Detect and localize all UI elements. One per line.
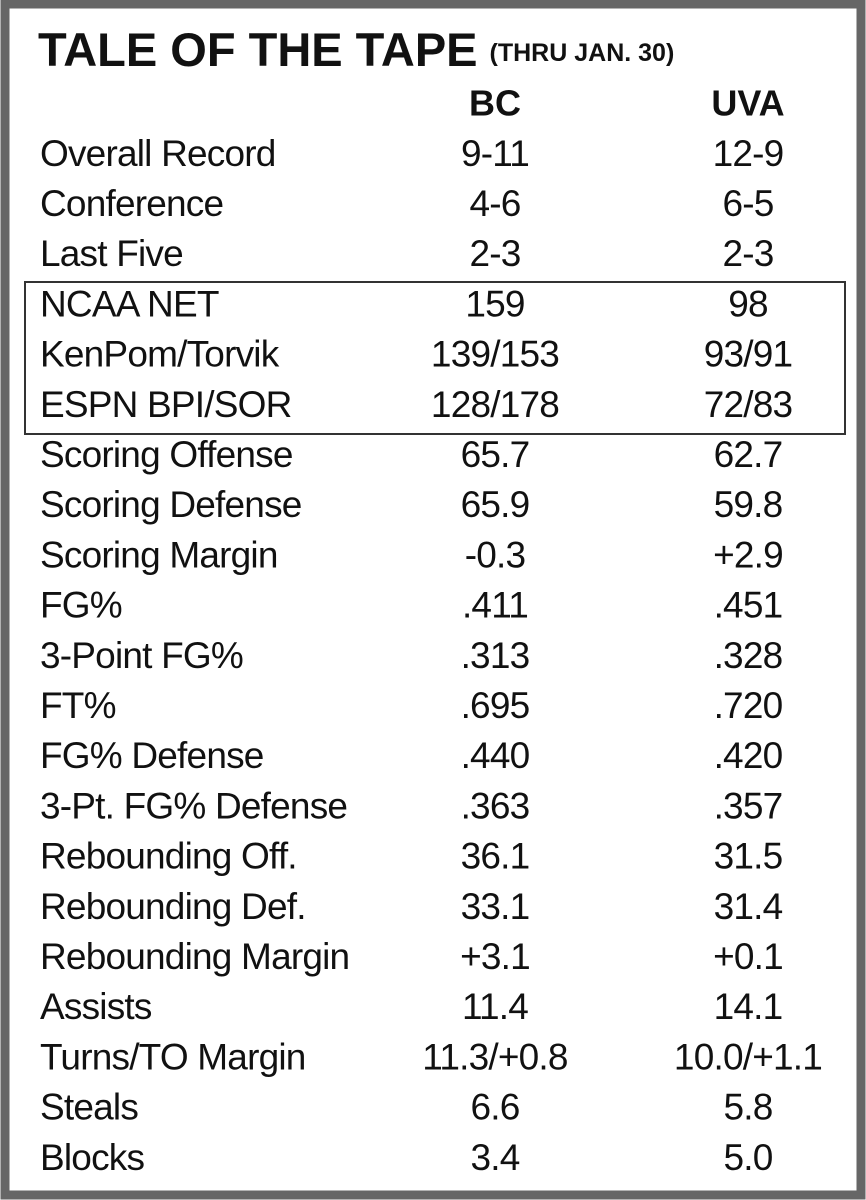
- stat-value: .451: [714, 585, 783, 626]
- row-label: Rebounding Def.: [40, 886, 306, 927]
- stat-value: 65.7: [461, 434, 530, 475]
- stat-value: .313: [461, 635, 530, 676]
- stat-value: 31.5: [714, 836, 783, 877]
- row-label: FT%: [40, 685, 116, 726]
- stat-value: 33.1: [461, 886, 530, 927]
- stat-value: 72/83: [704, 384, 793, 425]
- stat-value: .420: [714, 735, 783, 776]
- stat-value: 5.8: [723, 1087, 772, 1128]
- stat-value: 65.9: [461, 484, 530, 525]
- stat-value: +0.1: [713, 936, 783, 977]
- stat-value: 14.1: [714, 986, 783, 1027]
- row-label: NCAA NET: [40, 283, 219, 324]
- title: TALE OF THE TAPE: [38, 23, 478, 76]
- stat-value: .440: [461, 735, 530, 776]
- stat-value: 128/178: [431, 384, 559, 425]
- stat-value: 2-3: [469, 233, 520, 274]
- stat-value: +2.9: [713, 534, 783, 575]
- stat-value: 6-5: [722, 183, 773, 224]
- row-label: KenPom/Torvik: [40, 334, 280, 375]
- row-label: FG% Defense: [40, 735, 264, 776]
- row-label: 3-Point FG%: [40, 635, 243, 676]
- row-label: Last Five: [40, 233, 183, 274]
- row-label: Blocks: [40, 1137, 144, 1178]
- stat-value: 5.0: [723, 1137, 772, 1178]
- stat-value: 93/91: [704, 334, 793, 375]
- stat-value: 11.4: [462, 986, 528, 1027]
- stat-value: 36.1: [461, 836, 530, 877]
- row-label: Rebounding Margin: [40, 936, 349, 977]
- stat-value: 4-6: [469, 183, 520, 224]
- stat-value: 98: [728, 283, 768, 324]
- row-label: FG%: [40, 585, 122, 626]
- stat-value: 9-11: [461, 133, 529, 174]
- row-label: Conference: [40, 183, 223, 224]
- stat-value: +3.1: [460, 936, 530, 977]
- stat-value: 62.7: [714, 434, 783, 475]
- stat-value: 6.6: [470, 1087, 519, 1128]
- stat-value: 59.8: [714, 484, 783, 525]
- row-label: ESPN BPI/SOR: [40, 384, 292, 425]
- stat-value: .411: [462, 585, 528, 626]
- row-label: Overall Record: [40, 133, 276, 174]
- stat-value: 3.4: [470, 1137, 519, 1178]
- row-label: 3-Pt. FG% Defense: [40, 785, 347, 826]
- stat-value: -0.3: [465, 534, 526, 575]
- row-label: Steals: [40, 1087, 138, 1128]
- stat-value: 159: [465, 283, 524, 324]
- row-label: Assists: [40, 986, 152, 1027]
- stat-value: .357: [714, 785, 783, 826]
- stat-value: .720: [714, 685, 783, 726]
- rankings-box: [24, 281, 846, 435]
- title-line: TALE OF THE TAPE (THRU JAN. 30): [38, 23, 674, 76]
- row-label: Scoring Offense: [40, 434, 293, 475]
- row-label: Scoring Margin: [40, 534, 278, 575]
- stat-value: 139/153: [431, 334, 559, 375]
- stat-value: 2-3: [722, 233, 773, 274]
- column-header: UVA: [711, 83, 784, 124]
- stat-value: .695: [461, 685, 530, 726]
- stat-value: 31.4: [714, 886, 783, 927]
- stat-value: 12-9: [713, 133, 784, 174]
- row-label: Turns/TO Margin: [40, 1036, 306, 1077]
- stat-value: .328: [714, 635, 783, 676]
- column-header: BC: [469, 83, 521, 124]
- stat-value: 10.0/+1.1: [674, 1036, 822, 1077]
- row-label: Scoring Defense: [40, 484, 302, 525]
- stat-value: .363: [461, 785, 530, 826]
- stat-value: 11.3/+0.8: [422, 1036, 567, 1077]
- row-label: Rebounding Off.: [40, 836, 297, 877]
- subtitle: (THRU JAN. 30): [490, 39, 675, 67]
